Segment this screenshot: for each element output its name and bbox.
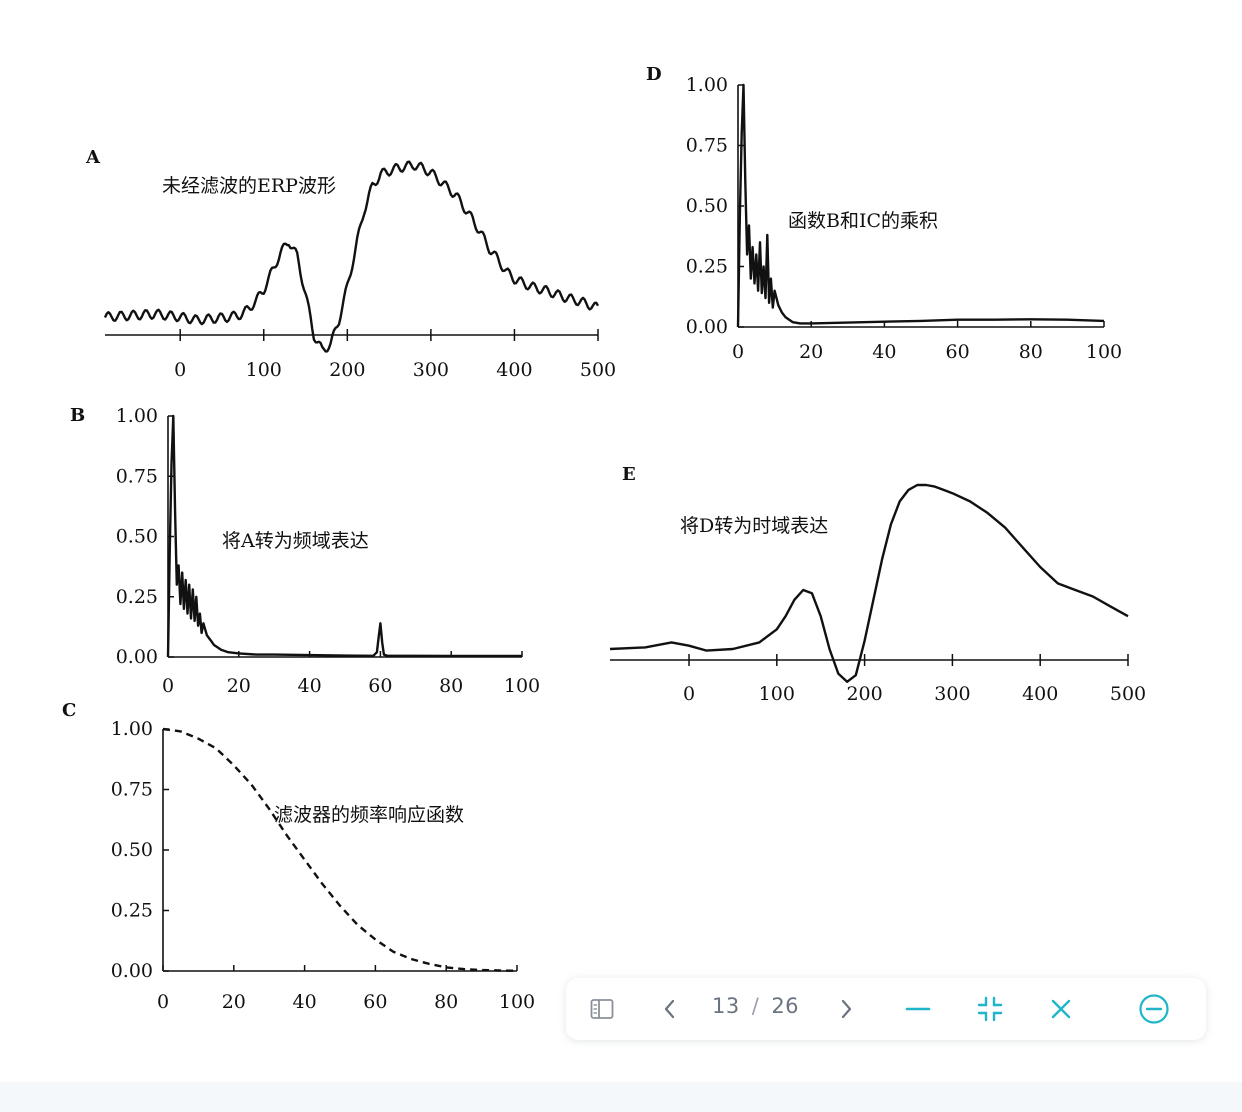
- panel-b-x-tick-label: 40: [298, 675, 322, 697]
- panel-b-y-tick-label: 0.50: [116, 526, 158, 548]
- panel-b-y-tick-label: 0.00: [116, 646, 158, 668]
- close-icon: [1050, 998, 1072, 1020]
- panel-c-y-tick-label: 0.00: [111, 960, 153, 982]
- panel-d-y-tick-label: 0.25: [686, 256, 728, 278]
- panel-d-y-tick-label: 0.50: [686, 195, 728, 217]
- panel-c-x-tick-label: 100: [499, 991, 535, 1013]
- viewer-toolbar: [566, 978, 1206, 1040]
- panel-b-x-tick-label: 0: [162, 675, 174, 697]
- panel-c-axes: 0 20 40 60 80 100 0.00 0.25 0.50 0.75 1.00: [111, 718, 535, 1013]
- panel-c-x-tick-label: 20: [222, 991, 246, 1013]
- panel-b-x-tick-label: 100: [504, 675, 540, 697]
- panel-e-letter: E: [622, 464, 636, 485]
- panel-c-x-tick-label: 40: [293, 991, 317, 1013]
- panel-d-x-tick-label: 40: [872, 341, 896, 363]
- panel-a: A 未经滤波的ERP波形 0 100 200 300 400 500: [85, 147, 616, 381]
- panel-a-axes: 0 100 200 300 400 500: [105, 329, 616, 381]
- panel-d-x-tick-label: 0: [732, 341, 744, 363]
- panel-d-axes: 0 20 40 60 80 100 0.00 0.25 0.50 0.75 1.00: [686, 74, 1122, 363]
- zoom-out-button[interactable]: [900, 992, 936, 1026]
- panel-b-letter: B: [70, 405, 85, 426]
- panel-b-x-tick-label: 80: [439, 675, 463, 697]
- panel-d-x-tick-label: 60: [946, 341, 970, 363]
- panel-e-x-tick-label: 100: [759, 683, 795, 705]
- panel-b: B 将A转为频域表达 0 20 40 60 80 100 0.00 0.25 0.50 0.75 1…: [70, 405, 540, 697]
- bottom-band: [0, 1082, 1242, 1112]
- panel-e-x-tick-label: 500: [1110, 683, 1146, 705]
- next-page-button[interactable]: [828, 992, 864, 1026]
- page-indicator: 13 / 26: [712, 991, 799, 1021]
- panel-c-letter: C: [62, 700, 76, 721]
- panel-e-x-tick-label: 0: [683, 683, 695, 705]
- panel-c-y-tick-label: 1.00: [111, 718, 153, 740]
- chevron-right-icon: [839, 998, 853, 1020]
- panel-e-plot: [609, 483, 1129, 683]
- panel-e-x-tick-label: 300: [934, 683, 970, 705]
- panel-a-x-tick-label: 400: [496, 359, 532, 381]
- panel-d-y-tick-label: 0.75: [686, 135, 728, 157]
- panel-a-x-tick-label: 0: [174, 359, 186, 381]
- panel-b-y-tick-label: 1.00: [116, 405, 158, 427]
- minimize-circle-icon: [1138, 993, 1170, 1025]
- page-current: 13: [712, 994, 740, 1018]
- panel-a-x-tick-label: 500: [580, 359, 616, 381]
- sidebar-toggle-button[interactable]: [584, 992, 620, 1026]
- panel-e-axes: 0 100 200 300 400 500: [610, 654, 1146, 705]
- chevron-left-icon: [663, 998, 677, 1020]
- panel-e: E 将D转为时域表达 0 100 200 300 400 500: [609, 464, 1146, 705]
- panel-a-x-tick-label: 200: [329, 359, 365, 381]
- panel-b-x-tick-label: 60: [368, 675, 392, 697]
- minus-icon: [905, 998, 931, 1020]
- panel-e-x-tick-label: 400: [1022, 683, 1058, 705]
- panel-b-axes: 0 20 40 60 80 100 0.00 0.25 0.50 0.75 1.00: [116, 405, 540, 697]
- panel-c-caption: 滤波器的频率响应函数: [274, 804, 464, 826]
- panel-b-series-line: [166, 414, 522, 658]
- panel-e-series-line: [609, 483, 1129, 683]
- panel-d-letter: D: [646, 64, 662, 85]
- panel-d-y-tick-label: 0.00: [686, 316, 728, 338]
- exit-fullscreen-button[interactable]: [972, 992, 1008, 1026]
- panel-c-x-tick-label: 0: [157, 991, 169, 1013]
- panel-b-x-tick-label: 20: [227, 675, 251, 697]
- panel-b-y-tick-label: 0.25: [116, 586, 158, 608]
- panel-c-y-tick-label: 0.50: [111, 839, 153, 861]
- close-button[interactable]: [1043, 992, 1079, 1026]
- page-total: 26: [771, 994, 800, 1018]
- panel-c-x-tick-label: 60: [363, 991, 387, 1013]
- panel-e-caption: 将D转为时域表达: [680, 515, 828, 537]
- page-separator: /: [751, 994, 760, 1018]
- panel-b-y-tick-label: 0.75: [116, 465, 158, 487]
- panel-a-letter: A: [85, 147, 101, 168]
- prev-page-button[interactable]: [652, 992, 688, 1026]
- panel-a-plot: [103, 160, 600, 353]
- panel-c-y-tick-label: 0.75: [111, 779, 153, 801]
- exit-fullscreen-icon: [977, 996, 1003, 1022]
- panel-d-series-line: [736, 83, 1105, 328]
- panel-d-y-tick-label: 1.00: [686, 74, 728, 96]
- panel-d-x-tick-label: 80: [1019, 341, 1043, 363]
- panel-d-plot: [736, 83, 1105, 328]
- sidebar-toggle-icon: [590, 998, 614, 1020]
- panel-a-x-tick-label: 100: [246, 359, 282, 381]
- panel-d-caption: 函数B和IC的乘积: [788, 210, 938, 232]
- panel-c-y-tick-label: 0.25: [111, 900, 153, 922]
- panel-b-caption: 将A转为频域表达: [222, 530, 369, 552]
- panel-c-plot: [162, 727, 518, 972]
- panel-b-plot: [166, 414, 522, 658]
- panel-a-series-line: [103, 160, 600, 353]
- panel-e-x-tick-label: 200: [846, 683, 882, 705]
- panel-d-x-tick-label: 20: [799, 341, 823, 363]
- panel-d: D 函数B和IC的乘积 0 20 40 60 80 100 0.00 0.25 0.50 0.75…: [646, 64, 1122, 363]
- panel-c-series-line: [162, 727, 518, 972]
- panel-a-x-tick-label: 300: [413, 359, 449, 381]
- panel-c-x-tick-label: 80: [434, 991, 458, 1013]
- panel-a-caption: 未经滤波的ERP波形: [162, 175, 336, 197]
- panel-d-x-tick-label: 100: [1086, 341, 1122, 363]
- minimize-button[interactable]: [1136, 992, 1172, 1026]
- panel-c: C 滤波器的频率响应函数 0 20 40 60 80 100 0.00 0.25 0.50 0.7…: [62, 700, 535, 1013]
